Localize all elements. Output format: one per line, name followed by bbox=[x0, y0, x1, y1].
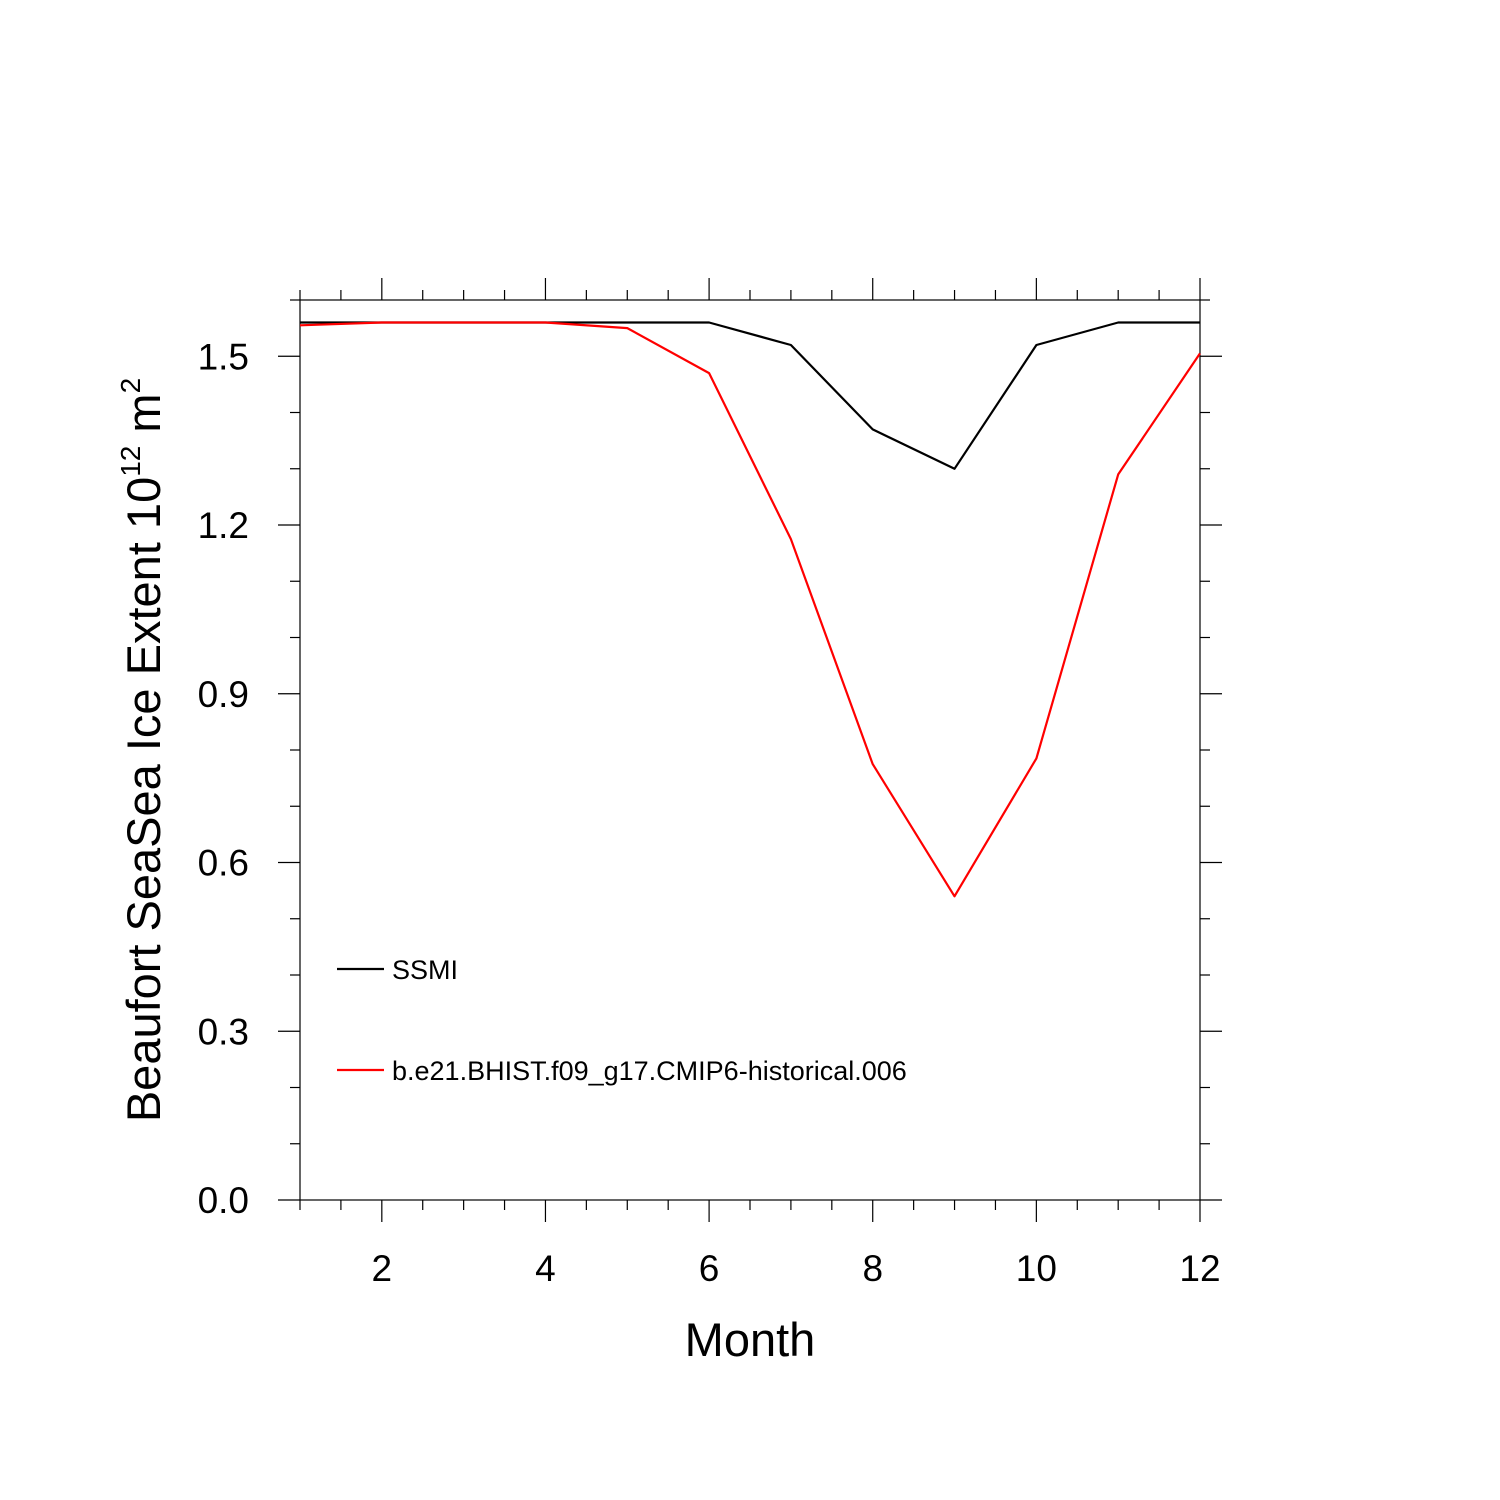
major-ticks bbox=[278, 278, 1222, 1222]
x-tick-label: 10 bbox=[1016, 1248, 1057, 1289]
x-tick-label: 8 bbox=[862, 1248, 883, 1289]
y-axis-title: Beaufort SeaSea Ice Extent 1012 m2 bbox=[115, 378, 170, 1122]
legend-label-model: b.e21.BHIST.f09_g17.CMIP6-historical.006 bbox=[392, 1056, 907, 1086]
x-tick-label: 6 bbox=[699, 1248, 720, 1289]
x-axis-title: Month bbox=[685, 1313, 816, 1366]
y-axis-title-exponent: 12 bbox=[115, 446, 146, 477]
series-line-ssmi bbox=[300, 321, 1200, 470]
y-tick-labels: 0.0 0.3 0.6 0.9 1.2 1.5 bbox=[198, 336, 249, 1221]
x-tick-label: 12 bbox=[1179, 1248, 1220, 1289]
y-tick-label: 0.6 bbox=[198, 843, 249, 884]
y-tick-label: 0.0 bbox=[198, 1180, 249, 1221]
x-tick-labels: 2 4 6 8 10 12 bbox=[372, 1248, 1221, 1289]
y-axis-title-unit-exponent: 2 bbox=[115, 378, 146, 394]
y-tick-label: 1.5 bbox=[198, 336, 249, 377]
series-line-model bbox=[299, 321, 1201, 898]
minor-ticks bbox=[290, 290, 1210, 1210]
y-axis-title-unit: m bbox=[117, 393, 170, 445]
x-tick-label: 2 bbox=[372, 1248, 393, 1289]
y-axis-title-prefix: Beaufort SeaSea Ice Extent 10 bbox=[117, 477, 170, 1122]
y-tick-label: 1.2 bbox=[198, 505, 249, 546]
x-tick-label: 4 bbox=[535, 1248, 556, 1289]
y-tick-label: 0.3 bbox=[198, 1011, 249, 1052]
series-lines bbox=[299, 321, 1201, 898]
legend: SSMI b.e21.BHIST.f09_g17.CMIP6-historica… bbox=[337, 955, 907, 1086]
y-tick-label: 0.9 bbox=[198, 674, 249, 715]
legend-label-ssmi: SSMI bbox=[392, 955, 458, 985]
